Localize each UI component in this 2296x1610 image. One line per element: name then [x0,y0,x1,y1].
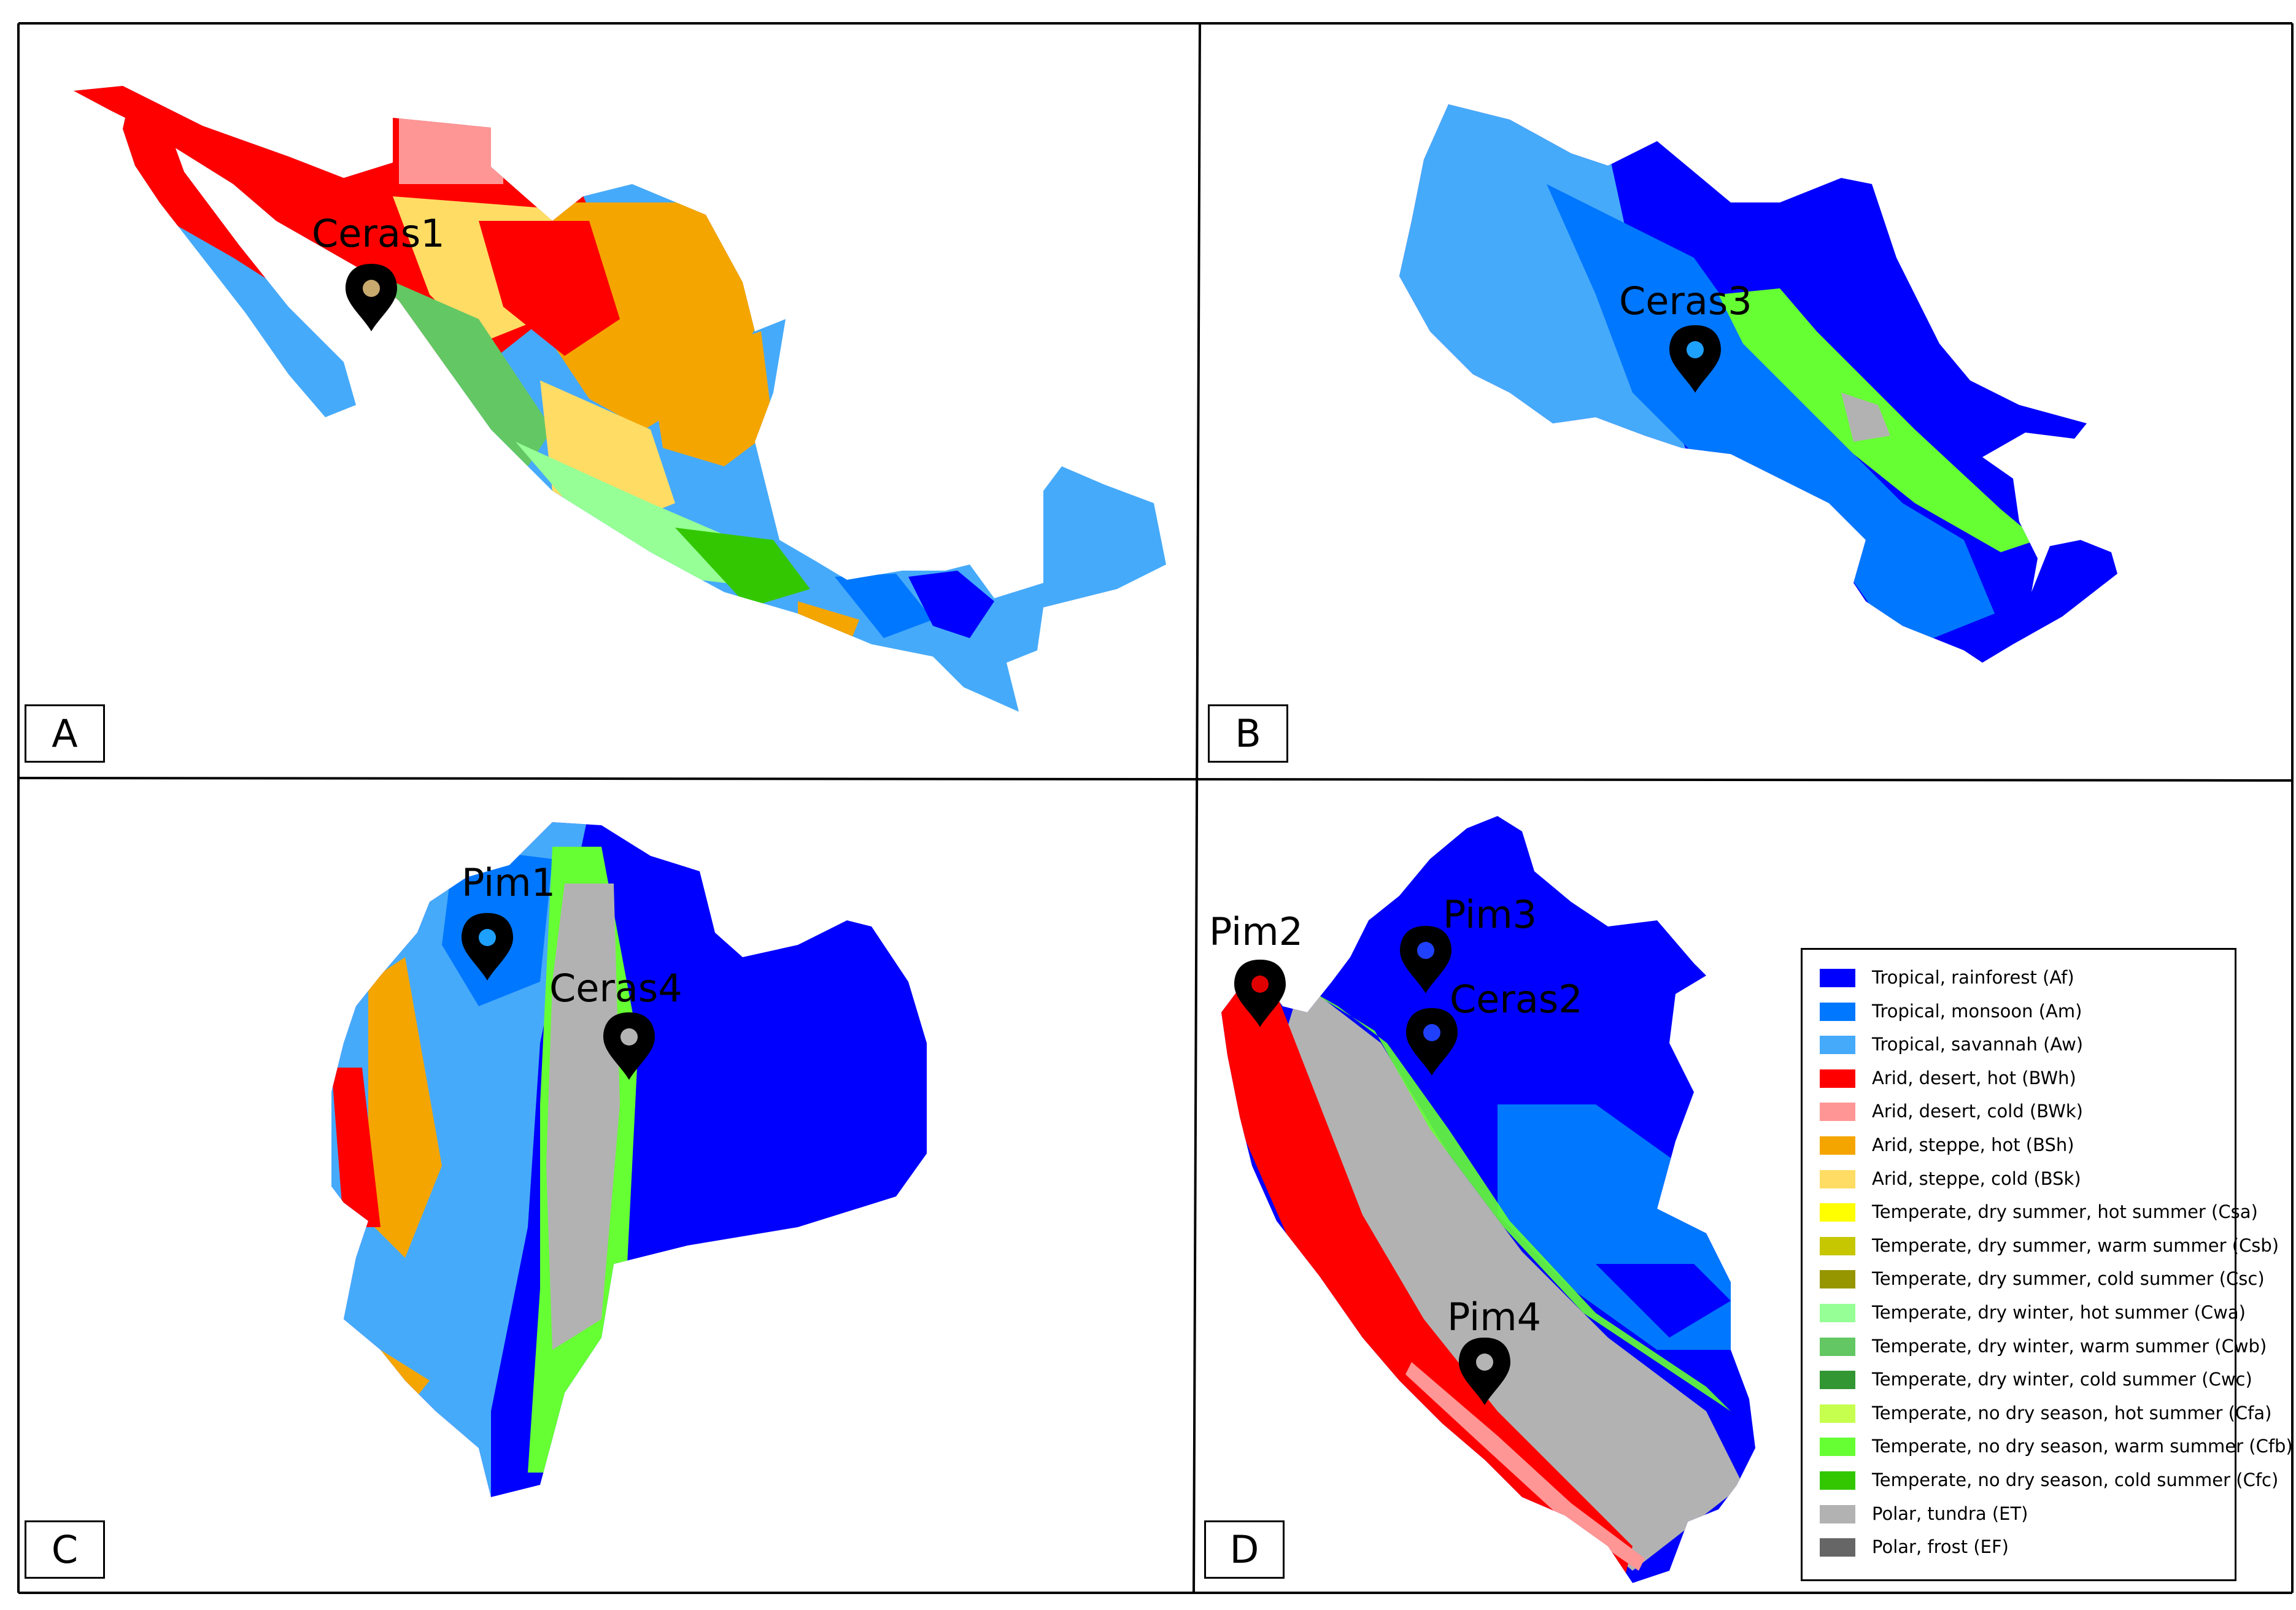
legend-swatch [1820,1304,1855,1322]
legend-label: Temperate, dry summer, hot summer (Csa) [1872,1201,2258,1223]
legend-swatch [1820,1036,1855,1055]
legend-label: Polar, tundra (ET) [1872,1503,2028,1524]
legend-label: Temperate, dry winter, cold summer (Cwc) [1872,1369,2252,1390]
site-label-pim4: Pim4 [1447,1295,1542,1339]
legend-swatch [1820,1203,1855,1222]
site-dot-ceras3 [1687,341,1704,358]
site-label-ceras3: Ceras3 [1619,279,1752,323]
legend-label: Temperate, dry summer, cold summer (Csc) [1872,1268,2265,1290]
legend-label: Temperate, no dry season, warm summer (C… [1872,1436,2293,1457]
legend-swatch [1820,1103,1855,1122]
legend-swatch [1820,1169,1855,1188]
legend-label: Tropical, monsoon (Am) [1872,1000,2082,1022]
site-dot-ceras2 [1423,1024,1440,1041]
site-label-ceras1: Ceras1 [312,211,445,256]
site-label-ceras2: Ceras2 [1450,977,1583,1022]
legend-swatch [1820,969,1855,987]
legend-swatch [1820,1371,1855,1390]
legend-swatch [1820,1270,1855,1289]
legend-label: Tropical, savannah (Aw) [1872,1034,2084,1055]
legend-swatch [1820,1538,1855,1557]
legend-label: Arid, steppe, cold (BSk) [1872,1168,2081,1189]
map-ecuador [331,822,927,1497]
legend-label: Arid, desert, cold (BWk) [1872,1101,2083,1122]
site-label-pim3: Pim3 [1443,892,1537,937]
legend-label: Tropical, rainforest (Af) [1872,967,2074,988]
site-label-ceras4: Ceras4 [549,966,682,1011]
site-label-pim2: Pim2 [1209,909,1304,954]
legend-swatch [1820,1404,1855,1423]
panel-label-b: B [1208,704,1288,763]
legend-swatch [1820,1136,1855,1155]
legend-label: Temperate, no dry season, hot summer (Cf… [1872,1402,2272,1423]
legend-label: Temperate, dry summer, warm summer (Csb) [1872,1234,2279,1256]
site-label-pim1: Pim1 [462,860,556,905]
map-costa-rica [1399,104,2117,663]
site-dot-pim3 [1417,942,1434,959]
legend-swatch [1820,1236,1855,1255]
legend-swatch [1820,1069,1855,1088]
legend-label: Arid, steppe, hot (BSh) [1872,1134,2074,1155]
legend-swatch [1820,1438,1855,1457]
panel-label-d: D [1204,1520,1285,1579]
legend-swatch [1820,1504,1855,1523]
site-dot-pim1 [479,929,496,946]
legend-swatch [1820,1337,1855,1356]
site-dot-pim2 [1251,976,1269,993]
map-mexico [74,86,1166,712]
panel-label-c: C [25,1520,105,1579]
panel-label-a: A [25,704,105,763]
legend-label: Temperate, no dry season, cold summer (C… [1872,1469,2279,1490]
legend-swatch [1820,1002,1855,1021]
site-dot-ceras1 [363,280,380,297]
legend-swatch [1820,1471,1855,1490]
legend-label: Arid, desert, hot (BWh) [1872,1067,2076,1088]
site-dot-ceras4 [620,1028,638,1046]
legend-label: Temperate, dry winter, warm summer (Cwb) [1872,1335,2267,1357]
legend-label: Temperate, dry winter, hot summer (Cwa) [1872,1302,2246,1323]
climate-legend: Tropical, rainforest (Af) Tropical, monso… [1801,948,2293,1581]
legend-label: Polar, frost (EF) [1872,1536,2009,1558]
site-dot-pim4 [1476,1354,1493,1371]
